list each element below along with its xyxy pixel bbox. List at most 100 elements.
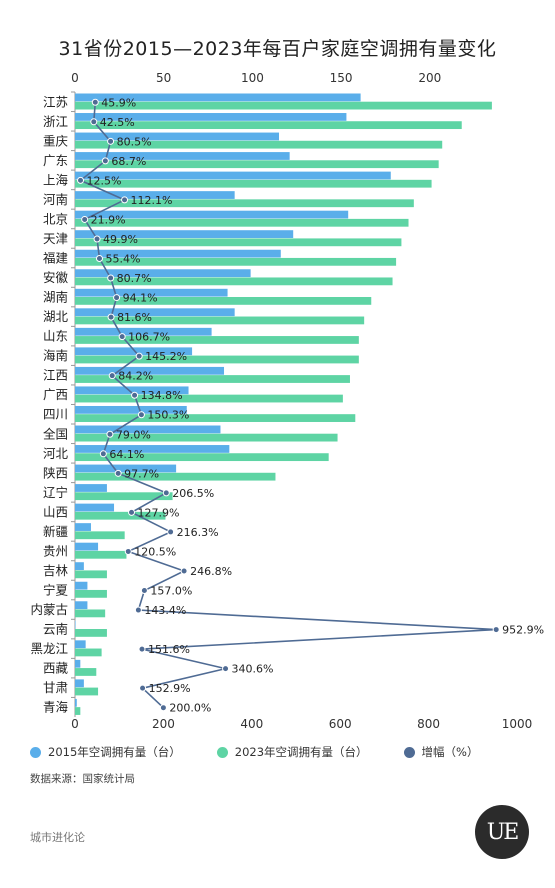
bar-2015 — [75, 113, 347, 121]
bar-2023 — [75, 394, 343, 403]
bar-2023 — [75, 179, 432, 188]
growth-point — [139, 684, 147, 692]
bar-2015 — [75, 288, 228, 297]
growth-data-label: 49.9% — [103, 233, 138, 246]
top-tick-label: 200 — [418, 71, 441, 85]
growth-data-label: 106.7% — [128, 331, 170, 344]
legend-swatch-growth — [403, 746, 415, 758]
category-label: 江苏 — [43, 94, 68, 109]
legend-item-2023[interactable]: 2023年空调拥有量（台） — [216, 744, 368, 760]
bar-2015 — [75, 484, 107, 492]
category-label: 广东 — [43, 153, 68, 168]
category-label: 新疆 — [43, 524, 68, 539]
bar-2015 — [75, 132, 280, 141]
bar-2015 — [75, 93, 361, 102]
category-label: 全国 — [43, 426, 68, 441]
growth-point — [107, 137, 115, 145]
chart-title: 31省份2015—2023年每百户家庭空调拥有量变化 — [58, 38, 497, 60]
bar-2015 — [75, 210, 349, 219]
brand-logo: UE — [475, 805, 529, 859]
bar-2023 — [75, 511, 166, 520]
category-label: 重庆 — [43, 133, 69, 148]
bar-2023 — [75, 355, 359, 364]
legend-swatch-2015 — [30, 746, 41, 758]
growth-point — [137, 411, 145, 419]
growth-point — [492, 626, 500, 634]
legend-item-growth[interactable]: 增幅（%） — [403, 744, 478, 760]
bar-2015 — [75, 620, 76, 629]
bar-2015 — [75, 405, 187, 414]
bar-2015 — [75, 230, 294, 239]
top-tick-label: 150 — [330, 71, 353, 85]
growth-point — [167, 528, 175, 536]
bar-2023 — [75, 629, 107, 637]
bottom-tick-label: 600 — [329, 717, 352, 731]
growth-point — [159, 704, 167, 712]
growth-data-label: 952.9% — [502, 624, 544, 637]
bar-2023 — [75, 238, 402, 247]
top-tick-label: 50 — [156, 71, 171, 85]
bar-2015 — [75, 249, 281, 258]
bottom-tick-label: 1000 — [502, 717, 533, 731]
bar-2023 — [75, 570, 107, 579]
category-label: 河南 — [43, 192, 68, 207]
growth-data-label: 157.0% — [150, 585, 192, 598]
bar-2023 — [75, 257, 397, 266]
bottom-tick-label: 400 — [240, 717, 263, 731]
category-label: 四川 — [43, 407, 68, 422]
category-label: 安徽 — [43, 270, 69, 285]
growth-point — [140, 587, 148, 595]
category-label: 西藏 — [43, 661, 69, 676]
growth-point — [114, 469, 122, 477]
category-label: 内蒙古 — [30, 602, 68, 617]
bar-2023 — [75, 687, 99, 696]
category-label: 河北 — [43, 446, 69, 461]
category-label: 湖南 — [43, 290, 68, 305]
bottom-tick-label: 0 — [71, 717, 79, 731]
growth-point — [91, 98, 99, 106]
growth-data-label: 80.7% — [117, 272, 152, 285]
category-label: 陕西 — [43, 465, 68, 480]
category-label: 山西 — [43, 504, 68, 519]
bar-2015 — [75, 327, 212, 336]
legend-label-2023: 2023年空调拥有量（台） — [234, 745, 368, 759]
growth-point — [101, 157, 109, 165]
bar-2015 — [75, 503, 115, 512]
growth-data-label: 64.1% — [109, 448, 144, 461]
legend: 2015年空调拥有量（台） 2023年空调拥有量（台） 增幅（%） — [30, 744, 514, 760]
bar-2023 — [75, 375, 350, 383]
bar-2023 — [75, 414, 356, 422]
growth-point — [128, 508, 136, 516]
growth-point — [77, 176, 85, 184]
bar-2015 — [75, 152, 290, 160]
growth-data-label: 81.6% — [117, 311, 152, 324]
bottom-tick-label: 200 — [152, 717, 175, 731]
growth-point — [93, 235, 101, 243]
growth-data-label: 112.1% — [131, 194, 173, 207]
growth-point — [90, 118, 98, 126]
growth-data-label: 150.3% — [147, 409, 189, 422]
growth-data-label: 68.7% — [111, 155, 146, 168]
growth-point — [131, 391, 139, 399]
top-tick-label: 100 — [241, 71, 264, 85]
category-label: 福建 — [43, 251, 69, 266]
growth-point — [95, 255, 103, 263]
legend-item-2015[interactable]: 2015年空调拥有量（台） — [30, 744, 181, 760]
growth-point — [118, 333, 126, 341]
category-label: 天津 — [43, 231, 68, 246]
bar-2023 — [75, 707, 81, 715]
bar-2023 — [75, 492, 173, 501]
growth-data-label: 84.2% — [118, 370, 153, 383]
legend-swatch-2023 — [216, 746, 228, 758]
category-label: 浙江 — [43, 114, 68, 129]
bar-2023 — [75, 550, 127, 559]
bar-2023 — [75, 277, 393, 286]
growth-point — [106, 430, 114, 438]
growth-data-label: 45.9% — [101, 96, 136, 109]
growth-point — [113, 294, 121, 302]
category-label: 上海 — [43, 172, 69, 187]
bar-2023 — [75, 336, 359, 344]
bar-2015 — [75, 601, 88, 610]
bar-2015 — [75, 171, 391, 180]
growth-data-label: 127.9% — [138, 506, 180, 519]
